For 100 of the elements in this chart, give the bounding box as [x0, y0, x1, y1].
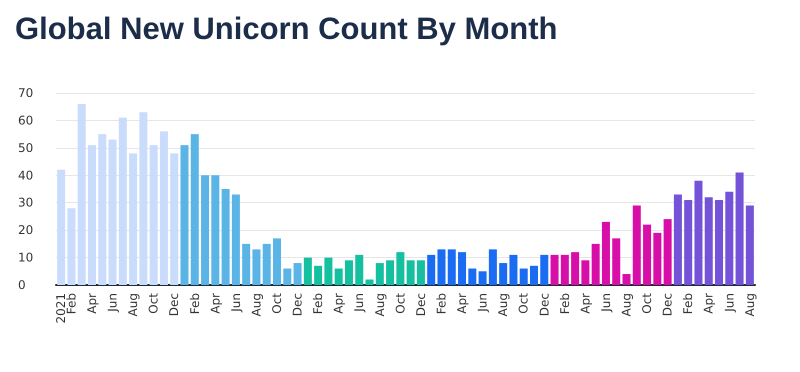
x-tick-label: Apr: [208, 292, 222, 314]
bar: [684, 200, 692, 285]
bar: [653, 232, 662, 285]
x-tick-label: Dec: [167, 293, 182, 316]
x-tick-label: Feb: [311, 293, 326, 314]
x-tick-label: Jun: [598, 293, 613, 313]
bar: [509, 254, 518, 285]
bar: [88, 145, 96, 285]
bar: [67, 208, 76, 285]
x-tick-label: Oct: [516, 292, 531, 314]
bar: [222, 189, 230, 285]
x-tick-label: Oct: [146, 292, 161, 314]
bar: [520, 268, 528, 285]
bar: [304, 258, 312, 285]
bar: [232, 194, 240, 285]
bar: [560, 254, 569, 285]
bar: [262, 244, 271, 285]
bar: [170, 153, 178, 285]
bar: [694, 180, 702, 285]
bar: [242, 244, 250, 285]
y-tick-label: 0: [18, 278, 26, 292]
x-tick-label: Dec: [537, 293, 552, 316]
bar: [715, 200, 724, 285]
y-tick-label: 60: [18, 113, 34, 128]
chart-title: Global New Unicorn Count By Month: [15, 11, 558, 46]
bar: [314, 266, 322, 285]
bar: [386, 260, 394, 285]
bar: [98, 134, 106, 285]
bar: [416, 260, 425, 285]
bar: [612, 238, 620, 285]
y-tick-label: 50: [18, 140, 34, 155]
bar: [355, 254, 364, 285]
x-tick-label: Jun: [228, 293, 243, 313]
bar: [550, 254, 559, 285]
bar: [622, 274, 631, 285]
bar: [602, 222, 610, 285]
bar: [283, 268, 292, 285]
x-tick-label: Aug: [249, 293, 264, 316]
bar: [725, 192, 734, 285]
x-tick-label: Aug: [742, 293, 757, 316]
bar: [190, 134, 199, 285]
x-tick-label: Apr: [332, 292, 346, 314]
bar: [581, 260, 590, 285]
bar: [118, 118, 127, 285]
x-tick-label: Feb: [558, 293, 572, 314]
x-tick-label: Aug: [126, 293, 140, 316]
x-tick-label: Dec: [414, 293, 428, 316]
bar: [334, 268, 343, 285]
bar: [437, 249, 446, 285]
bar: [324, 258, 332, 285]
x-tick-label: Dec: [660, 293, 675, 316]
bar: [129, 153, 138, 285]
bar: [150, 145, 158, 285]
x-tick-label: Aug: [620, 293, 634, 316]
bar: [530, 266, 538, 285]
x-tick-label: Apr: [702, 292, 716, 314]
x-tick-label: Feb: [681, 293, 696, 314]
x-tick-label: Jun: [476, 293, 490, 313]
y-tick-label: 40: [18, 168, 34, 182]
y-tick-label: 70: [18, 86, 34, 100]
bar: [180, 145, 188, 285]
bar: [571, 252, 580, 285]
bar: [674, 194, 682, 285]
bar: [57, 170, 66, 285]
bar: [540, 254, 548, 285]
bar: [160, 131, 168, 285]
bar: [294, 263, 302, 285]
bar: [478, 271, 487, 285]
bar: [344, 260, 353, 285]
x-tick-label: Oct: [640, 292, 654, 314]
bar: [448, 249, 456, 285]
bar: [468, 268, 476, 285]
bar: [78, 104, 86, 285]
bar: [736, 172, 744, 285]
x-tick-label: Aug: [372, 293, 387, 316]
x-tick-label: Oct: [393, 292, 408, 314]
bar: [376, 263, 384, 285]
y-tick-label: 10: [18, 250, 34, 265]
bar: [396, 252, 404, 285]
bar: [211, 175, 220, 285]
bar: [427, 254, 436, 285]
bar: [488, 249, 497, 285]
bar: [201, 175, 210, 285]
x-tick-label: Aug: [496, 293, 510, 316]
x-tick-label: Jun: [352, 293, 366, 313]
x-tick-label: Oct: [270, 292, 284, 314]
bar: [273, 238, 282, 285]
x-tick-label: Apr: [84, 292, 99, 314]
bar: [664, 219, 672, 285]
x-tick-label: Feb: [188, 293, 202, 314]
x-tick-label: Feb: [64, 293, 78, 314]
x-tick-label: Feb: [434, 293, 448, 314]
x-tick-label: Apr: [578, 292, 592, 314]
bar: [592, 244, 600, 285]
bar: [643, 224, 652, 285]
bar: [406, 260, 415, 285]
x-tick-label: Jun: [722, 293, 736, 313]
bar: [499, 263, 508, 285]
y-tick-label: 30: [18, 196, 34, 210]
bar: [108, 140, 117, 285]
